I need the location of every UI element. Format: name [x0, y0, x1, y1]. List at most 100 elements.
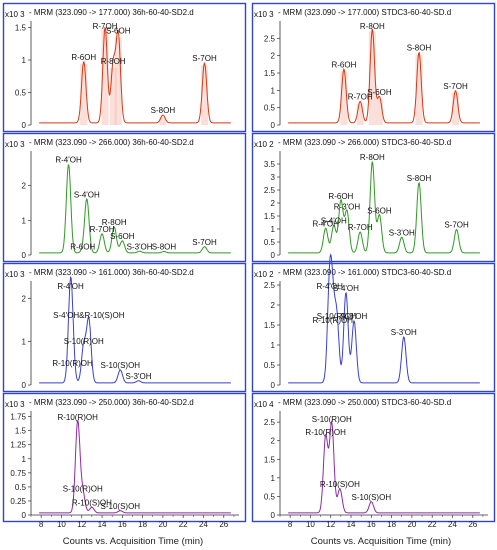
- peak-label: S-10(R)OH: [63, 484, 103, 493]
- x-tick-label: 12: [77, 520, 86, 529]
- x-tick-label: 26: [219, 520, 228, 529]
- chart-panel: - MRM (323.090 -> 161.000) 36h-60-40-SD2…: [2, 262, 247, 393]
- peak-label: S-6OH: [110, 232, 135, 241]
- panel-frame: [251, 392, 496, 523]
- x-tick-label: 20: [407, 520, 416, 529]
- x-tick-label: 16: [118, 520, 127, 529]
- exponent-label: x10 3: [5, 400, 25, 409]
- panel-frame: [2, 392, 247, 523]
- y-tick-label: 1: [271, 86, 276, 95]
- y-tick-label: 0.25: [10, 497, 26, 506]
- y-tick-label: 0: [271, 251, 276, 260]
- chromatogram-trace: [288, 253, 480, 384]
- y-tick-label: 0.5: [264, 238, 276, 247]
- peak-label: S-8OH: [151, 106, 176, 115]
- panel-title: - MRM (323.090 -> 250.000) 36h-60-40-SD2…: [29, 398, 194, 407]
- panel-title: - MRM (323.090 -> 266.000) 36h-60-40-SD2…: [29, 138, 194, 147]
- peak-shade: [101, 29, 109, 126]
- peak-label: S-7OH: [444, 221, 469, 230]
- y-tick-label: 0: [22, 511, 27, 520]
- y-tick-label: 1: [22, 56, 27, 65]
- y-tick-label: 1.5: [264, 321, 276, 330]
- y-tick-label: 1.5: [264, 69, 276, 78]
- peak-label: S-7OH: [192, 54, 217, 63]
- y-tick-label: 2: [22, 294, 27, 303]
- peak-label: S-7OH: [192, 238, 217, 247]
- peak-label: S-10(R)OH: [312, 415, 352, 424]
- peak-label: S-8OH: [152, 243, 177, 252]
- x-tick-label: 22: [428, 520, 437, 529]
- peak-label: R-3'OH: [334, 202, 361, 211]
- peak-label: S-10(S)OH: [352, 493, 392, 502]
- panel-title: - MRM (323.090 -> 177.000) 36h-60-40-SD2…: [29, 8, 194, 17]
- peak-shade: [451, 92, 460, 125]
- x-tick-label: 20: [158, 520, 167, 529]
- peak-shade: [80, 63, 88, 125]
- y-tick-label: 0: [271, 121, 276, 130]
- y-tick-label: 1.75: [10, 413, 26, 422]
- exponent-label: x10 3: [5, 10, 25, 19]
- y-tick-label: 0: [271, 381, 276, 390]
- panel-title: - MRM (323.090 -> 177.000) STDC3-60-40-S…: [278, 8, 451, 17]
- y-tick-label: 1.5: [264, 212, 276, 221]
- y-tick-label: 0.5: [15, 483, 27, 492]
- panel-title: - MRM (323.090 -> 266.000) STDC3-60-40-S…: [278, 138, 451, 147]
- peak-label: R-10(R)OH: [313, 316, 354, 325]
- peak-label: S-10(R)OH: [64, 337, 104, 346]
- x-tick-label: 12: [326, 520, 335, 529]
- y-tick-label: 1: [22, 338, 27, 347]
- peak-label: S-8OH: [407, 44, 432, 53]
- chart-panel: - MRM (323.090 -> 266.000) STDC3-60-40-S…: [251, 132, 496, 263]
- y-tick-label: 2.5: [264, 186, 276, 195]
- peak-label: S-8OH: [407, 174, 432, 183]
- y-tick-label: 0.5: [15, 89, 27, 98]
- exponent-label: x10 4: [254, 400, 274, 409]
- panel-title: - MRM (323.090 -> 161.000) 36h-60-40-SD2…: [29, 268, 194, 277]
- x-tick-label: 8: [39, 520, 44, 529]
- y-tick-label: 0.5: [264, 104, 276, 113]
- chromatogram-trace: [288, 161, 480, 254]
- peak-label: R-7OH: [348, 93, 373, 102]
- peak-label: R-7OH: [93, 22, 118, 31]
- peak-label: R-10(S)OH: [72, 498, 112, 507]
- panel-frame: [251, 262, 496, 393]
- y-tick-label: 0: [22, 251, 27, 260]
- y-tick-label: 1: [271, 225, 276, 234]
- peak-label: R-8OH: [102, 218, 127, 227]
- peak-label: S-4'OH: [321, 217, 347, 226]
- peak-shade: [340, 71, 348, 125]
- y-tick-label: 2.5: [264, 34, 276, 43]
- x-tick-label: 10: [57, 520, 66, 529]
- peak-shade: [356, 103, 364, 125]
- peak-label: S-10(S)OH: [101, 502, 141, 511]
- chart-panel: - MRM (323.090 -> 250.000) 36h-60-40-SD2…: [2, 392, 247, 529]
- peak-shade: [109, 67, 117, 125]
- y-tick-label: 1.5: [15, 24, 27, 33]
- peak-shade: [159, 117, 167, 125]
- y-tick-label: 1: [22, 216, 27, 225]
- y-tick-label: 0: [22, 381, 27, 390]
- x-tick-label: 16: [367, 520, 376, 529]
- panel-frame: [2, 2, 247, 133]
- peak-label: S-10(S)OH: [101, 361, 141, 370]
- x-axis-label-right: Counts vs. Acquisition Time (min): [311, 536, 451, 547]
- peak-label: S-6OH: [367, 206, 392, 215]
- y-tick-label: 2.5: [264, 281, 276, 290]
- x-tick-label: 10: [306, 520, 315, 529]
- panel-title: - MRM (323.090 -> 161.000) STDC3-60-40-S…: [278, 268, 451, 277]
- y-tick-label: 3.5: [264, 160, 276, 169]
- chromatogram-trace: [39, 276, 231, 384]
- exponent-label: x10 3: [5, 140, 25, 149]
- x-tick-label: 18: [138, 520, 147, 529]
- peak-label: R-8OH: [360, 22, 385, 31]
- y-tick-label: 1.25: [10, 441, 26, 450]
- panel-frame: [2, 262, 247, 393]
- peak-label: S-4'OH: [74, 190, 100, 199]
- panel-frame: [251, 2, 496, 133]
- y-tick-label: 1: [271, 474, 276, 483]
- panel-frame: [2, 132, 247, 263]
- x-tick-label: 24: [448, 520, 457, 529]
- x-tick-label: 14: [98, 520, 107, 529]
- y-tick-label: 1: [271, 341, 276, 350]
